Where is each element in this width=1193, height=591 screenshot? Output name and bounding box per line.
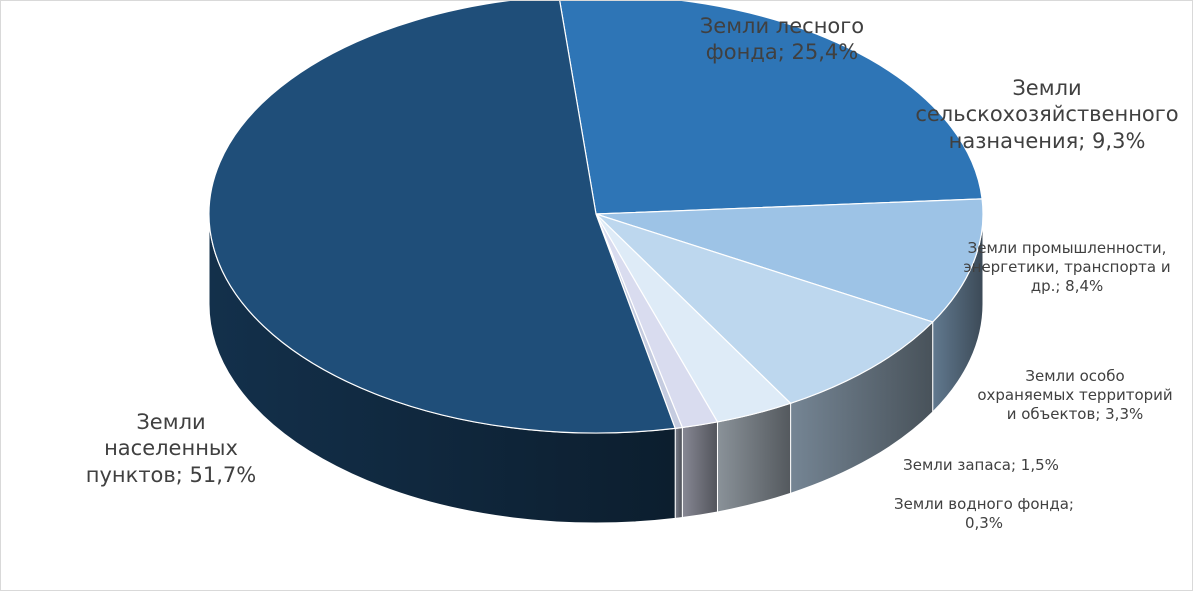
label-protected-line-3: и объектов; 3,3% [1006, 404, 1144, 423]
pie-slice-3: Земли промышленности, энергетики, трансп… [595, 213, 934, 404]
label-agricultural-line-2: сельскохозяйственного [915, 102, 1179, 127]
label-forest-line-2: фонда; 25,4% [705, 40, 859, 65]
label-settlements-line-1: Земли [136, 410, 206, 434]
label-agricultural-line-1: Земли [1012, 76, 1082, 100]
label-reserve-line-1: Земли запаса; 1,5% [903, 456, 1059, 474]
pie-slices: Земли лесного фонда; 25,4% Земли сельскох… [208, 1, 984, 434]
label-settlements: Земли населенных пунктов; 51,7% [61, 409, 281, 488]
label-water-line-2: 0,3% [964, 513, 1004, 532]
label-water-line-1: Земли водного фонда; [894, 495, 1074, 513]
pie-slice-2: Земли сельскохозяйственного назначения; … [595, 198, 984, 323]
label-settlements-line-2: населенных [104, 436, 238, 461]
label-protected-line-2: охраняемых территорий [977, 385, 1173, 404]
label-protected-line-1: Земли особо [1025, 367, 1125, 385]
label-industry-line-2: энергетики, транспорта и [963, 257, 1171, 276]
label-industry: Земли промышленности, энергетики, трансп… [949, 239, 1185, 295]
label-agricultural-line-3: назначения; 9,3% [948, 128, 1146, 153]
label-reserve: Земли запаса; 1,5% [881, 456, 1081, 475]
label-forest: Земли лесного фонда; 25,4% [666, 13, 898, 66]
pie-side-5 [681, 421, 718, 519]
pie-side-6 [674, 426, 683, 519]
label-water: Земли водного фонда; 0,3% [871, 495, 1097, 533]
label-protected: Земли особо охраняемых территорий и объе… [961, 367, 1189, 423]
pie-slice-7: Земли населенных пунктов; 51,7% [208, 1, 677, 434]
label-settlements-line-3: пунктов; 51,7% [85, 462, 257, 487]
label-agricultural: Земли сельскохозяйственного назначения; … [901, 75, 1193, 154]
label-forest-line-1: Земли лесного [699, 14, 865, 38]
label-industry-line-1: Земли промышленности, [967, 239, 1167, 257]
label-industry-line-3: др.; 8,4% [1030, 276, 1104, 295]
pie-slice-1: Земли лесного фонда; 25,4% [559, 1, 983, 215]
